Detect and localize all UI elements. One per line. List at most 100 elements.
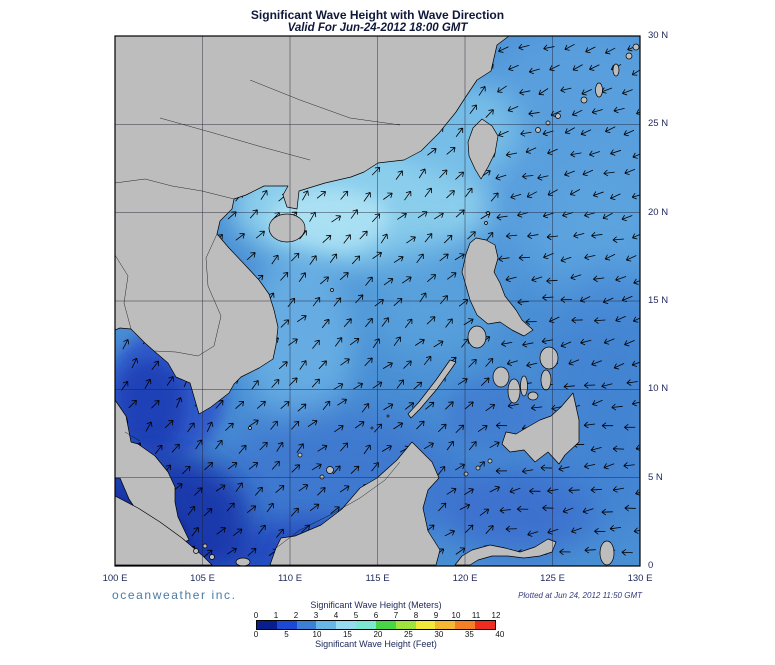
island-bohol: [527, 391, 539, 401]
wave-direction-arrow: [560, 256, 572, 263]
island-batanes-1: [486, 211, 490, 215]
legend-meters-tick: 6: [373, 611, 379, 620]
border-peninsula-internal: [124, 431, 141, 442]
wave-direction-arrow: [624, 423, 636, 431]
legend-color-segment: [257, 621, 277, 629]
wave-direction-arrow: [291, 464, 301, 473]
island-riau-2: [202, 543, 208, 549]
wave-direction-arrow: [248, 419, 259, 427]
wave-direction-arrow: [145, 421, 153, 432]
wave-direction-arrow: [549, 316, 560, 324]
wave-direction-arrow: [424, 233, 433, 243]
wave-direction-arrow: [538, 88, 549, 96]
wave-direction-arrow: [280, 319, 290, 328]
wave-direction-arrow: [528, 67, 540, 75]
wave-direction-arrow: [624, 504, 636, 512]
wave-direction-arrow: [626, 379, 638, 386]
wave-direction-arrow: [505, 275, 517, 283]
wave-direction-arrow: [594, 528, 606, 535]
wave-direction-arrow: [413, 381, 423, 390]
plotted-timestamp: Plotted at Jun 24, 2012 11:50 GMT: [518, 591, 642, 600]
wave-direction-arrow: [340, 358, 350, 366]
island-riau-3: [209, 554, 215, 560]
island-amami: [612, 63, 620, 77]
wave-direction-arrow: [235, 233, 245, 241]
island-mindoro: [467, 325, 487, 349]
wave-direction-arrow: [128, 399, 137, 409]
wave-direction-arrow: [525, 318, 537, 326]
wave-direction-arrow: [562, 507, 574, 514]
wave-direction-arrow: [455, 547, 466, 555]
wave-direction-arrow: [343, 318, 352, 328]
wave-direction-arrow: [439, 295, 448, 305]
wave-direction-arrow: [505, 525, 517, 533]
legend-color-segment: [455, 621, 476, 629]
island-luzon: [461, 237, 534, 337]
wave-direction-arrow: [505, 232, 518, 240]
wave-direction-arrow: [447, 272, 457, 280]
wave-direction-arrow: [444, 529, 455, 537]
wave-direction-arrow: [151, 360, 159, 370]
wave-direction-arrow: [271, 379, 280, 388]
wave-direction-arrow: [248, 462, 259, 470]
wave-direction-arrow: [171, 443, 180, 453]
island-ryukyu-1: [535, 127, 541, 133]
wave-direction-arrow: [235, 482, 243, 492]
wave-direction-arrow: [601, 508, 613, 516]
wave-direction-arrow: [333, 297, 342, 307]
wave-direction-arrow: [468, 441, 477, 451]
wave-direction-arrow: [521, 467, 534, 475]
legend-feet-label: Significant Wave Height (Feet): [315, 639, 437, 649]
legend-feet-tick: 20: [373, 630, 383, 639]
wave-direction-arrow: [479, 508, 490, 517]
wave-direction-arrow: [558, 465, 570, 472]
wave-direction-arrow: [275, 485, 285, 493]
wave-direction-arrow: [454, 463, 465, 471]
wave-direction-arrow: [206, 421, 214, 433]
wave-direction-arrow: [364, 357, 373, 367]
wave-direction-arrow: [216, 527, 226, 535]
legend-meters-tick: 3: [313, 611, 319, 620]
wave-direction-arrow: [542, 294, 554, 301]
y-axis-tick: 0: [648, 560, 654, 571]
wave-direction-arrow: [181, 465, 191, 475]
wave-direction-arrow: [485, 109, 494, 118]
wave-direction-arrow: [602, 297, 614, 304]
wave-direction-arrow: [610, 149, 622, 156]
wave-direction-arrow: [445, 401, 454, 410]
wave-direction-arrow: [543, 252, 554, 260]
wave-direction-arrow: [318, 360, 327, 370]
wave-direction-arrow: [610, 193, 621, 200]
wave-direction-arrow: [582, 169, 594, 177]
wave-direction-arrow: [591, 360, 602, 367]
wave-direction-arrow: [203, 508, 213, 517]
wave-direction-arrow: [271, 460, 280, 470]
border-borneo-internal: [275, 461, 401, 549]
wave-direction-arrow: [296, 443, 304, 453]
wave-direction-arrow: [591, 232, 603, 239]
wave-direction-arrow: [296, 314, 307, 323]
island-sulu-3: [463, 471, 469, 477]
wave-direction-arrow: [623, 462, 635, 469]
island-okinawa: [595, 82, 603, 98]
border-thailand-myanmar: [115, 254, 132, 330]
wave-direction-arrow: [601, 422, 614, 430]
wave-direction-arrow: [455, 171, 464, 180]
wave-direction-arrow: [381, 444, 392, 452]
y-axis-tick: 5 N: [648, 471, 663, 483]
wave-direction-arrow: [256, 400, 266, 409]
wave-direction-arrow: [490, 192, 499, 202]
wave-direction-arrow: [255, 230, 265, 239]
wave-direction-arrow: [571, 527, 582, 534]
wave-direction-arrow: [301, 524, 310, 533]
wave-direction-arrow: [622, 89, 633, 96]
wave-direction-arrow: [232, 528, 243, 537]
wave-direction-arrow: [481, 377, 490, 386]
wave-direction-arrow: [584, 462, 596, 470]
island-paracel: [330, 288, 334, 292]
wave-direction-arrow: [517, 298, 529, 306]
wave-direction-arrow: [467, 231, 476, 240]
island-natuna-1: [326, 466, 334, 474]
